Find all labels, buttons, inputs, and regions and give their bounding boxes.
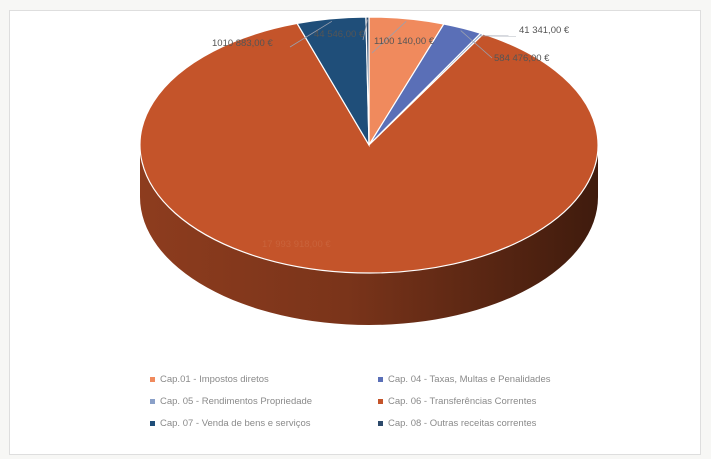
legend-swatch [150,421,155,426]
legend-item: Cap. 04 - Taxas, Multas e Penalidades [378,374,618,385]
legend-label: Cap. 04 - Taxas, Multas e Penalidades [388,374,551,385]
legend-swatch [378,377,383,382]
leader-line-6 [362,19,368,41]
data-label-3: 41 341,00 € [519,25,570,36]
legend-label: Cap. 08 - Outras receitas correntes [388,418,537,429]
data-label-1: 1100 140,00 € [374,36,435,47]
data-label-2: 584 476,00 € [494,53,550,64]
pie-slice-6 [365,16,370,146]
data-label-4: 17 993 918,00 € [262,239,331,250]
legend-item: Cap. 05 - Rendimentos Propriedade [150,396,370,407]
legend-item: Cap. 06 - Transferências Correntes [378,396,618,407]
leader-line-5 [289,20,333,48]
legend-item: Cap. 08 - Outras receitas correntes [378,418,618,429]
legend-swatch [150,377,155,382]
legend-swatch [378,399,383,404]
leader-line-1 [371,20,407,54]
legend-label: Cap. 05 - Rendimentos Propriedade [160,396,313,407]
legend-label: Cap. 07 - Venda de bens e serviços [160,418,311,429]
legend-item: Cap. 07 - Venda de bens e serviços [150,418,370,429]
data-label-6: 44 546,00 € [314,29,365,40]
legend-swatch [150,399,155,404]
pie-side-4 [140,145,598,325]
leader-line-2 [460,30,493,59]
legend-label: Cap.01 - Impostos diretos [160,374,269,385]
legend-label: Cap. 06 - Transferências Correntes [388,396,537,407]
legend: Cap.01 - Impostos diretos Cap. 04 - Taxas… [150,374,620,429]
legend-swatch [378,421,383,426]
data-label-5: 1010 883,00 € [212,38,273,49]
legend-item: Cap.01 - Impostos diretos [150,374,370,385]
pie-slice-4 [139,22,599,274]
